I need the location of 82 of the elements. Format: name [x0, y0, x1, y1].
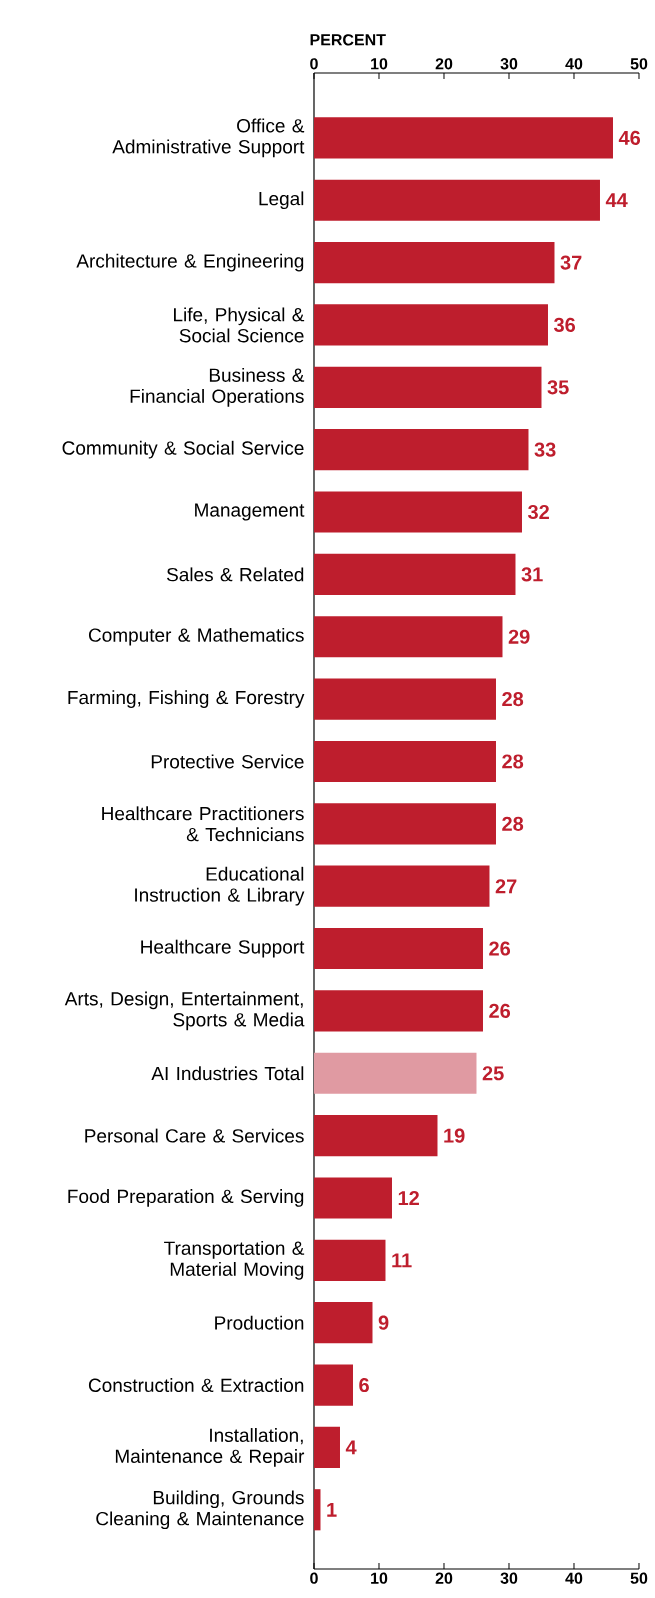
data-label: 19	[444, 1128, 465, 1143]
y-tick-label: Life, Physical & Social Science	[174, 307, 305, 343]
data-label: 26	[489, 941, 511, 956]
y-tick-label: Production	[215, 1315, 304, 1330]
x2-axis-title: PERCENT	[310, 34, 386, 46]
data-label: 25	[482, 1066, 504, 1081]
x-tick-label: 0	[310, 1572, 318, 1584]
bar	[314, 117, 613, 159]
bar	[314, 616, 503, 658]
y-tick-label: Computer & Mathematics	[88, 627, 304, 646]
y-tick-label: Healthcare Support	[141, 939, 305, 958]
y-tick-label: Legal	[259, 191, 304, 210]
bar	[314, 1177, 392, 1219]
data-label: 27	[495, 879, 517, 894]
y-tick-label: Building, Grounds Cleaning & Maintenance	[96, 1490, 304, 1530]
data-label: 44	[605, 193, 628, 208]
y-tick-label: Arts, Design, Entertainment, Sports & Media	[64, 991, 305, 1031]
data-label: 12	[398, 1191, 419, 1205]
y-tick-label: Community & Social Service	[62, 440, 304, 459]
data-label: 32	[527, 504, 549, 520]
x-tick-label: 40	[565, 1572, 583, 1584]
x2-tick-label: 40	[565, 58, 583, 70]
data-label: 28	[502, 816, 524, 831]
y-tick-label: Office & Administrative Support	[112, 118, 305, 158]
y-tick-label: Sales & Related	[166, 567, 304, 582]
x2-tick-label: 50	[630, 58, 648, 70]
data-label: 35	[547, 380, 569, 395]
data-label: 26	[489, 1003, 511, 1018]
bar	[314, 927, 483, 970]
bar	[314, 242, 555, 284]
bar	[314, 1052, 477, 1094]
data-label: 33	[534, 442, 556, 457]
bar	[314, 1115, 438, 1157]
bar	[314, 1426, 340, 1468]
y-tick-label: Architecture & Engineering	[76, 253, 304, 272]
y-tick-label: Installation, Maintenance & Repair	[115, 1428, 305, 1467]
y-tick-label: Educational Instruction & Library	[135, 866, 305, 906]
data-label: 9	[378, 1315, 389, 1330]
bar	[314, 990, 483, 1032]
x2-tick-label: 10	[371, 58, 388, 70]
bar	[314, 1302, 373, 1344]
y-tick-label: Personal Care & Services	[85, 1128, 304, 1143]
bar	[314, 865, 490, 907]
data-label: 28	[502, 692, 524, 707]
data-label: 46	[618, 130, 641, 145]
bar	[314, 740, 496, 783]
bar	[314, 366, 542, 408]
data-label: 1	[327, 1502, 337, 1517]
y-tick-label: Transportation & Material Moving	[164, 1240, 305, 1280]
y-tick-label: Construction & Extraction	[88, 1378, 304, 1393]
bar	[314, 179, 600, 221]
bar	[314, 1364, 353, 1406]
x-tick-label: 50	[630, 1572, 648, 1584]
bar	[314, 803, 496, 845]
bar	[314, 1489, 321, 1531]
data-label: 28	[502, 754, 524, 769]
data-label: 36	[553, 317, 576, 333]
data-label: 11	[392, 1253, 412, 1268]
data-label: 6	[359, 1377, 369, 1393]
x2-tick-label: 0	[310, 58, 318, 70]
y-tick-label: Management	[195, 503, 305, 521]
x-tick-label: 20	[435, 1572, 453, 1584]
data-label: 31	[521, 567, 543, 582]
x-tick-label: 10	[371, 1572, 388, 1584]
x2-tick-label: 20	[435, 58, 453, 70]
x-tick-label: 30	[500, 1572, 518, 1584]
y-tick-label: Business & Financial Operations	[130, 367, 305, 407]
data-label: 29	[508, 629, 530, 644]
bar	[314, 304, 548, 346]
bar	[314, 678, 496, 720]
bar	[314, 429, 529, 471]
data-label: 4	[345, 1440, 357, 1455]
y-tick-label: Healthcare Practitioners & Technicians	[102, 806, 304, 842]
bar	[314, 491, 522, 533]
y-tick-label: Food Preparation & Serving	[68, 1189, 304, 1207]
bar	[314, 1239, 386, 1281]
y-tick-label: Protective Service	[151, 754, 304, 769]
x2-tick-label: 30	[500, 58, 518, 70]
bar	[314, 553, 516, 595]
data-label: 37	[560, 255, 582, 270]
y-tick-label: Farming, Fishing & Forestry	[68, 690, 305, 708]
y-tick-label: AI Industries Total	[151, 1066, 304, 1081]
